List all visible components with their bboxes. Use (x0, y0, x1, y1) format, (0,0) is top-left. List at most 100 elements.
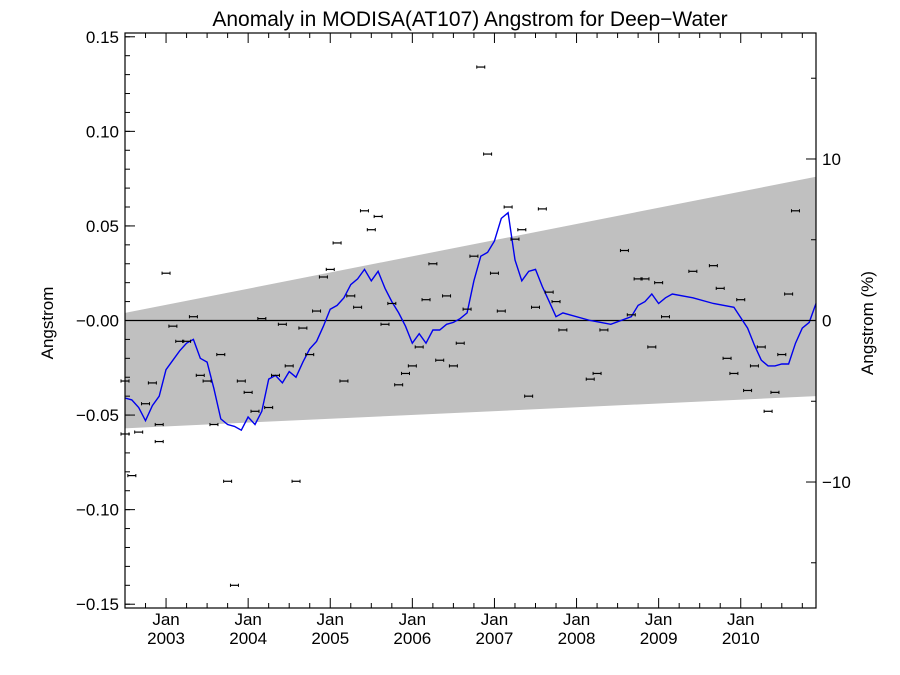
smoothed-line-layer (124, 211, 817, 432)
data-point (223, 479, 233, 483)
data-point (387, 301, 397, 306)
axes-layer: 0.15 0.10 0.05 −0.00 −0.05 −0.10 −0.15 10 0 −10 Ja… (76, 28, 851, 648)
data-point (558, 328, 568, 332)
data-point (346, 294, 356, 298)
data-point (243, 390, 253, 394)
x-tick-label-month: Jan (317, 610, 344, 629)
data-point (537, 207, 547, 211)
y-tick-label-left: 0.10 (86, 122, 119, 141)
data-point (353, 305, 363, 309)
x-tick-label-year: 2008 (558, 629, 596, 648)
y-tick-label-left: −0.00 (76, 312, 119, 331)
data-point (312, 309, 322, 313)
data-point (592, 371, 602, 376)
y-tick-label-left: −0.05 (76, 406, 119, 425)
data-point (442, 294, 452, 298)
data-point (428, 262, 438, 266)
data-point (551, 299, 561, 304)
data-point (688, 269, 698, 273)
data-point (544, 290, 554, 294)
data-point (394, 383, 404, 387)
data-point (715, 286, 725, 290)
data-point (585, 377, 595, 381)
data-point (209, 422, 219, 427)
data-point (530, 305, 540, 309)
data-point (380, 322, 390, 326)
data-point (770, 390, 780, 394)
data-point (332, 241, 342, 245)
data-point (790, 209, 800, 213)
data-point (188, 315, 198, 319)
data-point (448, 364, 458, 368)
data-point (496, 309, 506, 313)
chart-title: Anomaly in MODISA(AT107) Angstrom for De… (212, 8, 727, 31)
data-point (271, 373, 281, 377)
data-point (777, 352, 787, 357)
smoothed-series-line (124, 211, 817, 432)
data-point (147, 381, 157, 385)
data-point (749, 364, 759, 368)
y-tick-label-right: −10 (822, 473, 851, 492)
data-point (599, 328, 609, 332)
y-axis-label-left: Angstrom (38, 287, 57, 360)
data-point (373, 214, 383, 219)
x-tick-label-year: 2010 (722, 629, 760, 648)
confidence-band (125, 176, 816, 429)
data-point (729, 371, 739, 376)
data-point (489, 271, 499, 275)
data-point (202, 379, 212, 383)
data-point (524, 394, 534, 398)
data-point (325, 267, 335, 272)
data-point (182, 339, 192, 343)
data-point (455, 341, 465, 345)
x-tick-label-month: Jan (727, 610, 754, 629)
data-point (421, 298, 431, 302)
data-point (401, 371, 411, 376)
data-point (503, 205, 513, 209)
data-point (736, 298, 746, 302)
data-point (359, 209, 369, 213)
data-point (161, 271, 171, 275)
y-tick-label-right: 0 (822, 312, 831, 331)
data-point (784, 292, 794, 296)
y-tick-label-left: 0.15 (86, 28, 119, 47)
data-point (756, 345, 766, 349)
x-tick-label-year: 2007 (476, 629, 514, 648)
y-tick-label-left: −0.15 (76, 595, 119, 614)
x-tick-label-year: 2005 (311, 629, 349, 648)
data-point (435, 358, 445, 362)
data-point (195, 373, 205, 377)
x-tick-label-year: 2003 (147, 629, 185, 648)
data-point (640, 277, 650, 281)
x-tick-label-month: Jan (645, 610, 672, 629)
data-point (722, 356, 732, 360)
x-tick-label-year: 2009 (640, 629, 678, 648)
data-point (763, 409, 773, 413)
data-point (407, 364, 417, 368)
x-tick-label-month: Jan (152, 610, 179, 629)
data-point (318, 275, 328, 279)
data-point (339, 379, 349, 383)
data-point (264, 405, 274, 410)
data-point (483, 152, 493, 156)
x-tick-label-month: Jan (234, 610, 261, 629)
x-tick-label-year: 2004 (229, 629, 267, 648)
data-point (250, 409, 260, 413)
data-point (647, 345, 657, 349)
data-point (134, 430, 144, 434)
data-point (298, 326, 308, 330)
data-point (168, 324, 178, 328)
data-point (216, 352, 226, 357)
data-point (626, 313, 636, 317)
x-tick-label-month: Jan (399, 610, 426, 629)
data-point (414, 345, 424, 349)
x-tick-label-year: 2006 (393, 629, 431, 648)
data-point (654, 281, 664, 285)
data-point (660, 315, 670, 319)
data-point (236, 379, 246, 383)
data-point (305, 352, 315, 357)
data-point (127, 473, 137, 478)
data-point (462, 307, 472, 311)
data-point (257, 317, 267, 321)
data-point (517, 228, 527, 232)
